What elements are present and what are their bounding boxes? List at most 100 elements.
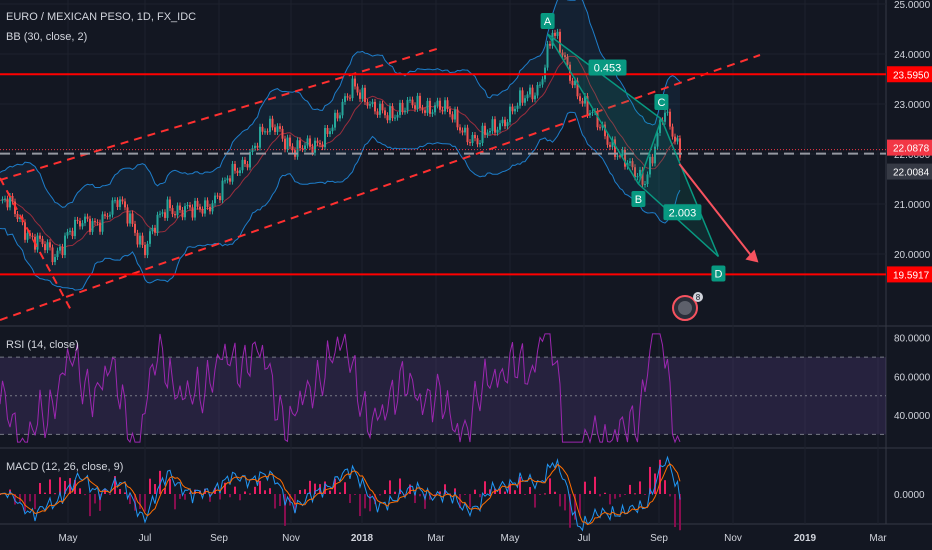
macd-histogram-bar bbox=[264, 490, 266, 494]
candle-body bbox=[339, 115, 341, 119]
macd-histogram-bar bbox=[559, 494, 561, 507]
candle-body bbox=[604, 124, 606, 137]
macd-histogram-bar bbox=[449, 493, 451, 495]
macd-histogram-bar bbox=[609, 494, 611, 505]
macd-histogram-bar bbox=[169, 479, 171, 494]
ratio-text: 2.003 bbox=[669, 207, 697, 219]
macd-histogram-bar bbox=[34, 494, 36, 510]
candle-body bbox=[289, 137, 291, 147]
candle-body bbox=[259, 126, 261, 148]
pattern-leg[interactable] bbox=[660, 118, 720, 257]
candle-body bbox=[216, 195, 219, 197]
candle-body bbox=[549, 43, 551, 46]
candle-body bbox=[231, 163, 234, 182]
price-badge-text: 22.0084 bbox=[893, 168, 930, 179]
candle-body bbox=[194, 200, 196, 218]
candle-body bbox=[31, 235, 34, 237]
macd-histogram-bar bbox=[334, 478, 336, 494]
candle-body bbox=[161, 212, 164, 214]
candle-body bbox=[641, 169, 644, 185]
candle-body bbox=[254, 145, 256, 149]
macd-histogram-bar bbox=[479, 494, 481, 498]
pattern-point-text: A bbox=[544, 16, 552, 28]
candle-body bbox=[244, 159, 246, 164]
candle-body bbox=[429, 100, 431, 114]
candle-body bbox=[46, 242, 49, 251]
pattern-leg[interactable] bbox=[637, 118, 663, 185]
candle-body bbox=[344, 96, 346, 102]
candle-body bbox=[204, 200, 206, 214]
macd-histogram-bar bbox=[274, 494, 276, 509]
candle-body bbox=[329, 131, 331, 135]
candle-body bbox=[209, 206, 211, 212]
macd-histogram-bar bbox=[619, 494, 621, 498]
candle-body bbox=[6, 198, 9, 208]
pattern-point-text: C bbox=[657, 97, 665, 109]
macd-histogram-bar bbox=[419, 494, 421, 497]
macd-histogram-bar bbox=[394, 491, 396, 494]
candle-body bbox=[564, 55, 566, 58]
candle-body bbox=[409, 99, 411, 101]
time-tick-label: Nov bbox=[724, 533, 742, 544]
macd-histogram-bar bbox=[534, 494, 536, 508]
pattern-leg[interactable] bbox=[547, 33, 662, 120]
candle-body bbox=[541, 79, 544, 85]
candle-body bbox=[24, 222, 26, 240]
candle-body bbox=[369, 104, 371, 106]
time-tick-label: 2018 bbox=[351, 533, 374, 544]
channel-upper-line[interactable] bbox=[0, 47, 441, 181]
candle-body bbox=[191, 207, 194, 218]
candle-body bbox=[456, 109, 459, 128]
candle-body bbox=[279, 126, 281, 129]
candle-body bbox=[346, 96, 349, 98]
candle-body bbox=[461, 130, 464, 133]
candle-body bbox=[206, 200, 209, 207]
candle-body bbox=[224, 180, 226, 182]
time-tick-label: Jul bbox=[139, 533, 152, 544]
projection-arrow[interactable] bbox=[678, 163, 755, 260]
macd-histogram-bar bbox=[284, 494, 286, 526]
macd-histogram-bar bbox=[529, 487, 531, 494]
candle-body bbox=[49, 242, 51, 248]
macd-histogram-bar bbox=[444, 484, 446, 494]
ratio-label bbox=[663, 204, 702, 221]
macd-histogram-bar bbox=[89, 494, 91, 517]
macd-histogram-bar bbox=[434, 494, 436, 496]
candle-body bbox=[349, 97, 351, 99]
macd-histogram-bar bbox=[564, 494, 566, 511]
rsi-tick-label: 40.0000 bbox=[894, 411, 931, 422]
bollinger-upper bbox=[0, 0, 681, 208]
pattern-leg[interactable] bbox=[546, 33, 640, 185]
candle-body bbox=[19, 217, 21, 219]
macd-histogram-bar bbox=[664, 480, 666, 494]
macd-histogram-bar bbox=[269, 488, 271, 494]
signal-line bbox=[0, 463, 681, 526]
candle-body bbox=[646, 174, 649, 185]
candle-body bbox=[274, 127, 276, 132]
candle-body bbox=[489, 131, 491, 133]
rsi-tick-label: 80.0000 bbox=[894, 334, 931, 345]
price-tick-label: 20.0000 bbox=[894, 250, 931, 261]
candle-body bbox=[324, 127, 326, 148]
candle-body bbox=[101, 214, 104, 232]
candle-body bbox=[44, 244, 46, 251]
downtrend-line[interactable] bbox=[0, 177, 73, 313]
candle-body bbox=[116, 200, 119, 207]
macd-histogram-bar bbox=[259, 480, 261, 494]
macd-histogram-bar bbox=[309, 480, 311, 494]
macd-histogram-bar bbox=[114, 476, 116, 494]
candle-body bbox=[519, 90, 521, 106]
candle-body bbox=[386, 115, 389, 121]
candle-body bbox=[551, 32, 554, 46]
candle-body bbox=[234, 163, 236, 171]
macd-histogram-bar bbox=[604, 492, 606, 494]
candle-body bbox=[159, 213, 161, 215]
candle-body bbox=[559, 31, 561, 53]
macd-histogram-bar bbox=[524, 494, 526, 495]
macd-histogram-bar bbox=[584, 481, 586, 494]
candle-body bbox=[316, 140, 319, 143]
macd-histogram-bar bbox=[339, 492, 341, 494]
candle-body bbox=[219, 196, 221, 201]
candle-body bbox=[179, 205, 181, 210]
bollinger-lower bbox=[0, 111, 681, 291]
